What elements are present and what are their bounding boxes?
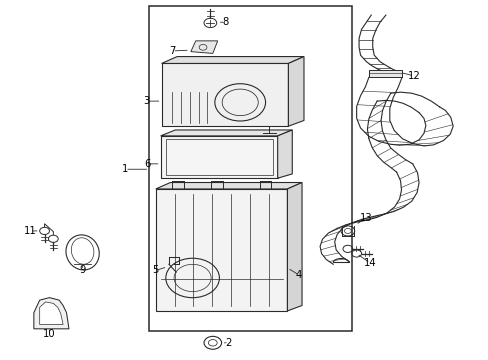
Bar <box>149 6 351 330</box>
Text: 5: 5 <box>152 265 159 275</box>
Text: 14: 14 <box>363 258 376 268</box>
Polygon shape <box>34 298 69 329</box>
Text: 8: 8 <box>223 17 228 27</box>
Bar <box>160 136 277 178</box>
Bar <box>161 63 288 126</box>
Polygon shape <box>277 130 292 178</box>
Text: 9: 9 <box>79 265 85 275</box>
Text: 10: 10 <box>43 329 56 339</box>
Text: 2: 2 <box>225 338 232 348</box>
Polygon shape <box>160 130 292 136</box>
Polygon shape <box>156 183 302 189</box>
Text: 7: 7 <box>169 46 175 56</box>
Polygon shape <box>40 302 63 324</box>
Text: 12: 12 <box>407 71 420 81</box>
Bar <box>156 189 287 311</box>
Polygon shape <box>288 57 304 126</box>
Bar <box>165 139 272 175</box>
Polygon shape <box>287 183 302 311</box>
Text: 3: 3 <box>142 96 149 106</box>
Text: 1: 1 <box>122 164 128 174</box>
Polygon shape <box>161 57 304 63</box>
Text: 6: 6 <box>143 159 150 169</box>
Text: 11: 11 <box>23 226 36 236</box>
Text: 4: 4 <box>295 270 302 280</box>
Polygon shape <box>190 41 217 53</box>
Text: 13: 13 <box>359 213 372 222</box>
Bar <box>368 69 401 77</box>
